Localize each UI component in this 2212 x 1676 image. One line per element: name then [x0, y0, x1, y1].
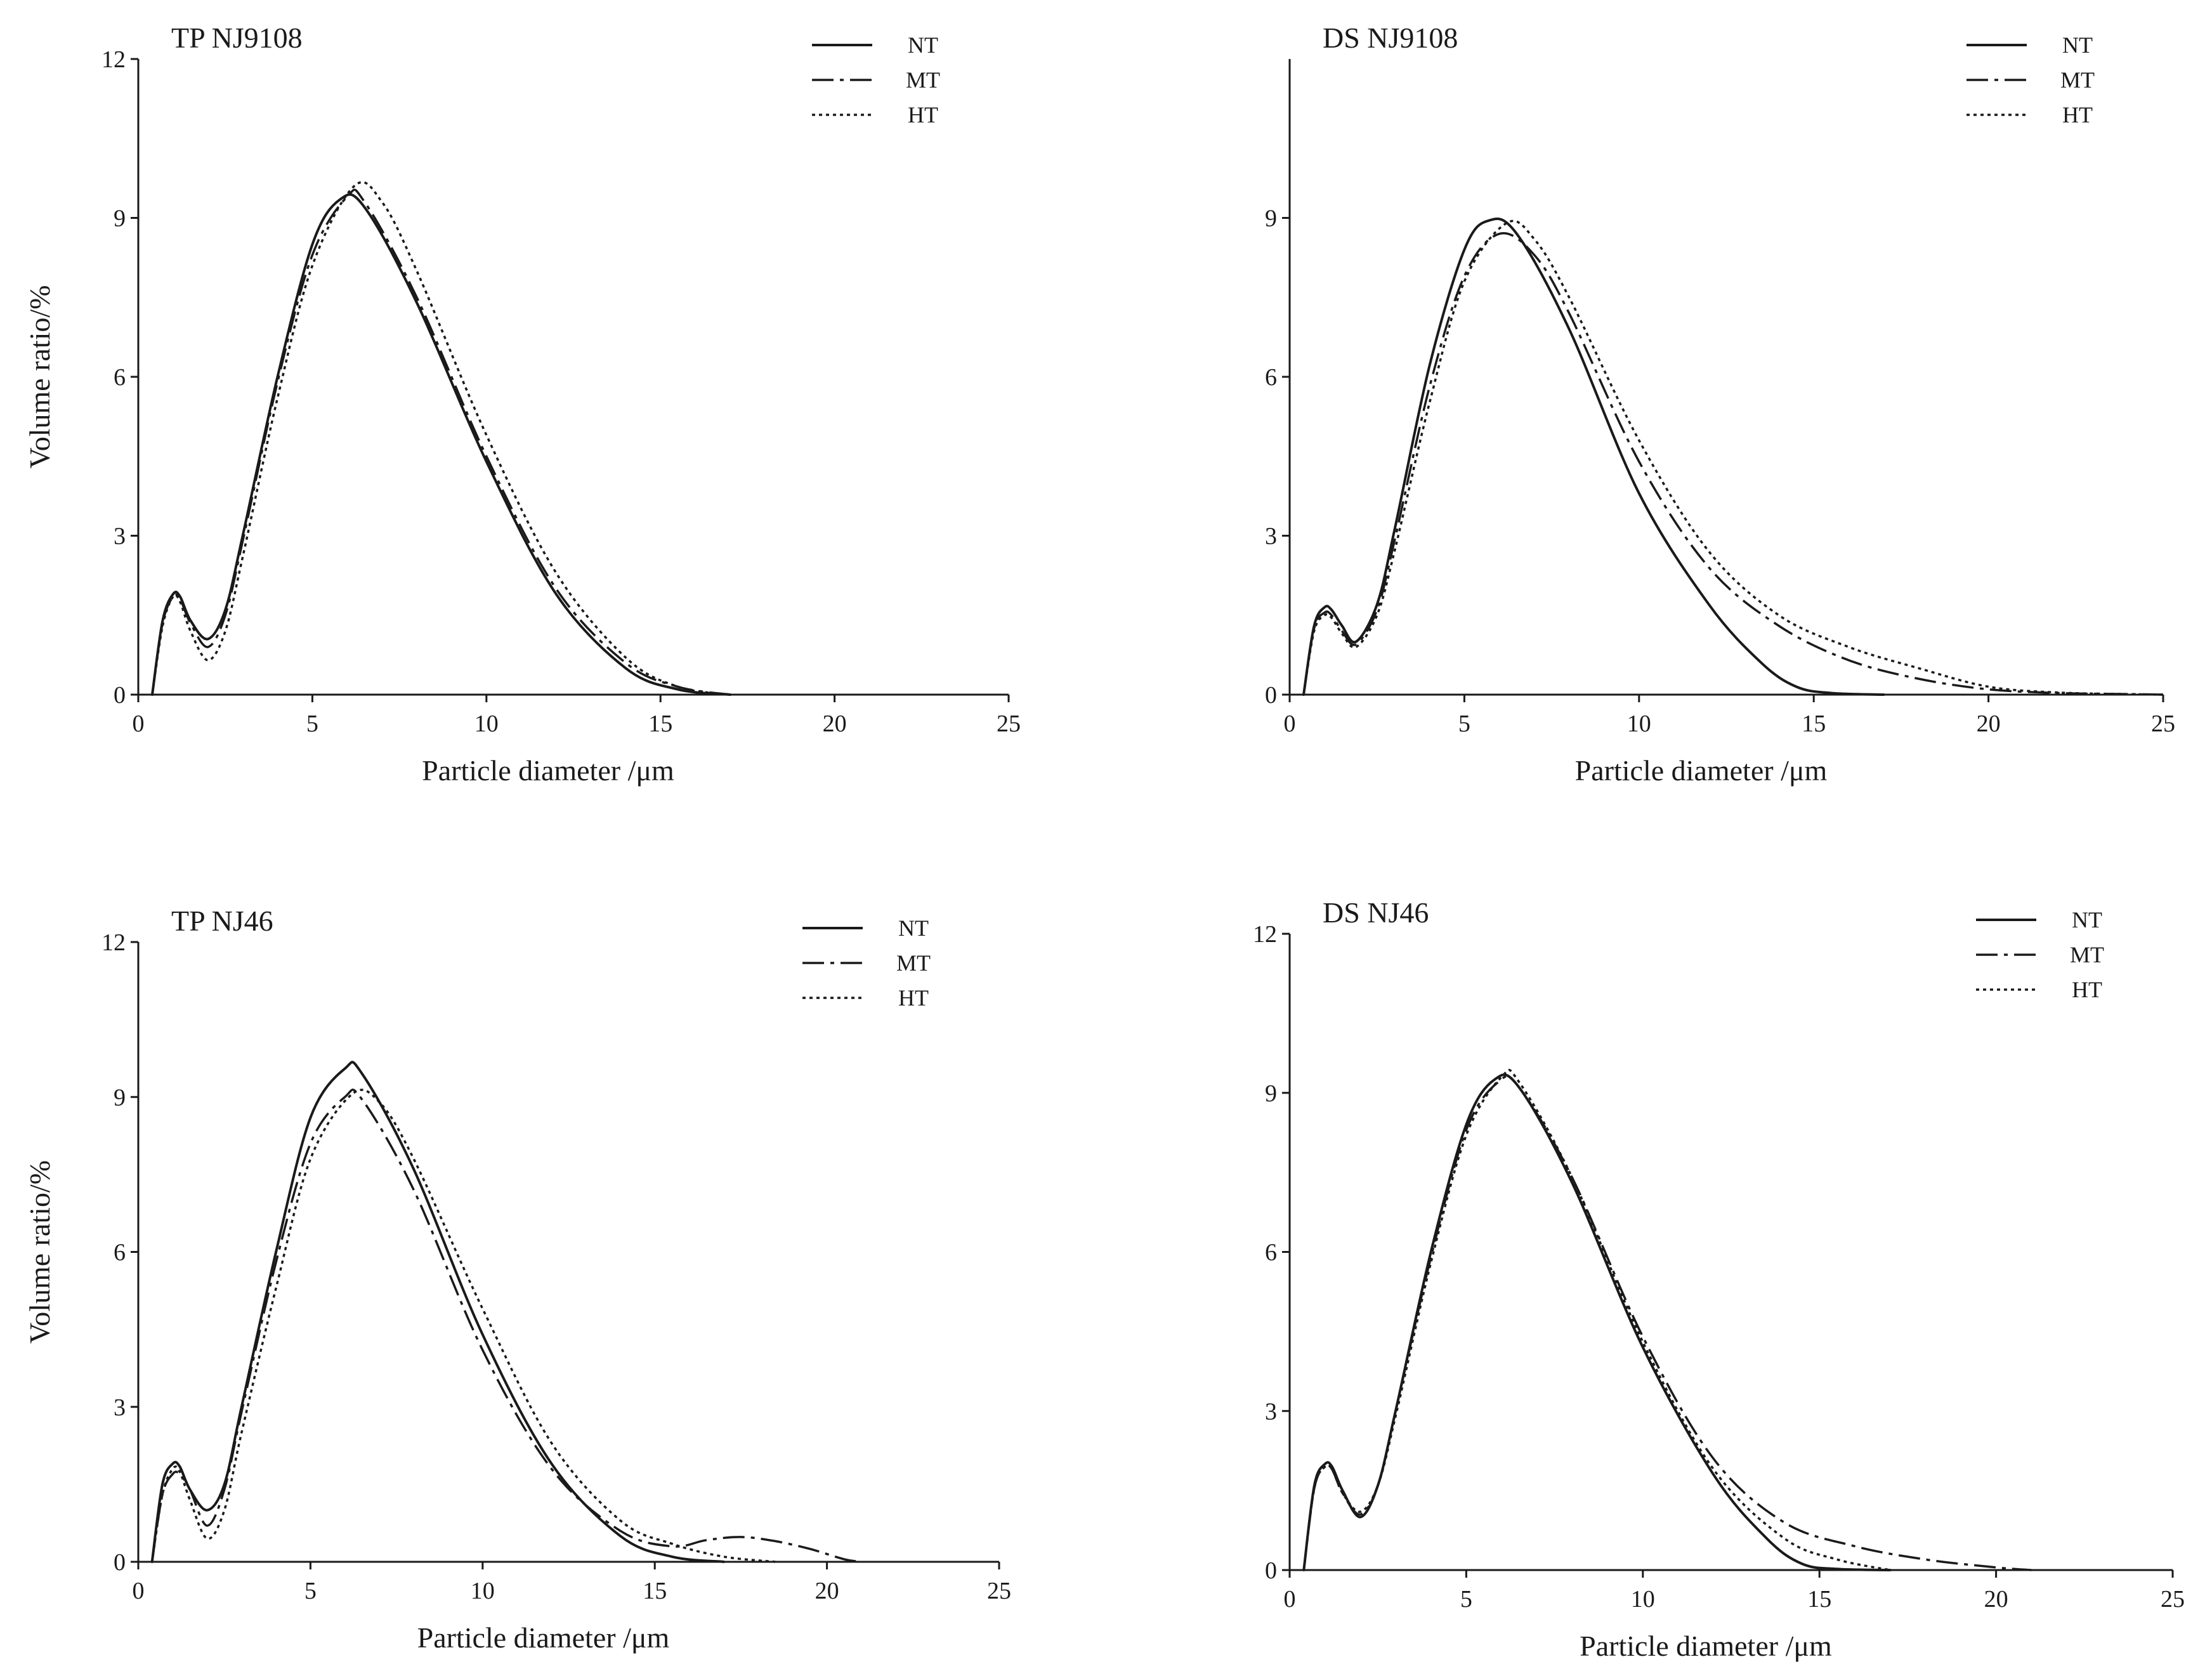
legend-label-mt: MT [2060, 67, 2095, 93]
y-tick-label: 0 [1265, 1557, 1277, 1584]
y-tick-label: 3 [114, 523, 126, 550]
series-line-mt [1302, 1075, 2032, 1571]
x-tick-label: 0 [1284, 1586, 1296, 1613]
y-tick-label: 9 [1265, 1080, 1277, 1107]
series-line-mt [150, 1089, 862, 1563]
y-tick-label: 3 [1265, 523, 1277, 550]
x-tick-label: 25 [987, 1578, 1011, 1604]
panel-title: DS NJ9108 [1323, 22, 1458, 54]
x-tick-label: 25 [2161, 1586, 2185, 1613]
y-tick-label: 9 [1265, 206, 1277, 232]
series-line-ht [151, 181, 731, 696]
series-line-nt [151, 193, 731, 696]
series-line-nt [1302, 217, 1885, 696]
legend-label-nt: NT [2072, 907, 2102, 933]
x-tick-label: 20 [1984, 1586, 2008, 1613]
series-line-mt [151, 188, 731, 696]
x-tick-label: 0 [133, 710, 145, 737]
legend-label-ht: HT [898, 985, 929, 1011]
y-tick-label: 0 [114, 1549, 126, 1576]
legend-label-nt: NT [2062, 32, 2093, 58]
x-tick-label: 25 [997, 710, 1021, 737]
x-tick-label: 5 [304, 1578, 317, 1604]
x-tick-label: 25 [2151, 710, 2175, 737]
y-tick-label: 3 [1265, 1398, 1277, 1425]
x-tick-label: 15 [648, 710, 672, 737]
y-tick-label: 6 [114, 364, 126, 391]
legend-label-nt: NT [908, 32, 938, 58]
y-tick-label: 0 [1265, 682, 1277, 709]
x-tick-label: 10 [1627, 710, 1651, 737]
legend-label-ht: HT [2072, 977, 2102, 1002]
x-axis-label: Particle diameter /μm [417, 1621, 670, 1654]
legend-label-mt: MT [2070, 942, 2104, 967]
y-tick-label: 6 [114, 1240, 126, 1266]
y-tick-label: 9 [114, 1084, 126, 1111]
y-tick-label: 12 [101, 929, 126, 956]
x-tick-label: 10 [474, 710, 499, 737]
x-tick-label: 0 [1284, 710, 1296, 737]
y-tick-label: 0 [114, 682, 126, 709]
chart-panel-1: 0 3 6 9 12 0 5 10 15 20 25 Particle diameter /μm Vol… [23, 22, 1021, 787]
y-tick-label: 3 [114, 1394, 126, 1421]
series-line-ht [1302, 219, 2164, 696]
y-tick-label: 6 [1265, 364, 1277, 391]
x-axis-label: Particle diameter /μm [422, 754, 674, 787]
y-tick-label: 9 [114, 206, 126, 232]
panel-title: DS NJ46 [1323, 896, 1429, 929]
x-axis-label: Particle diameter /μm [1575, 754, 1828, 787]
x-tick-label: 15 [643, 1578, 667, 1604]
x-tick-label: 20 [815, 1578, 839, 1604]
series-line-ht [1302, 1068, 1890, 1571]
panel-title: TP NJ46 [171, 905, 273, 937]
x-tick-label: 10 [1631, 1586, 1655, 1613]
y-tick-label: 12 [101, 46, 126, 73]
x-tick-label: 5 [1460, 1586, 1472, 1613]
series-line-nt [150, 1061, 725, 1563]
x-tick-label: 0 [133, 1578, 145, 1604]
series-line-mt [1302, 232, 2164, 696]
y-axis-label: Volume ratio/% [23, 285, 56, 468]
x-tick-label: 5 [1458, 710, 1470, 737]
x-tick-label: 10 [471, 1578, 495, 1604]
x-tick-label: 15 [1807, 1586, 1831, 1613]
x-axis-label: Particle diameter /μm [1580, 1630, 1832, 1662]
legend-label-mt: MT [896, 950, 931, 976]
x-tick-label: 20 [1977, 710, 2001, 737]
panel-title: TP NJ9108 [171, 22, 303, 54]
x-tick-label: 15 [1802, 710, 1826, 737]
chart-panel-4: 0 3 6 9 12 0 5 10 15 20 25 Particle diameter /μm DS … [1253, 896, 2185, 1662]
chart-panel-2: 0 3 6 9 0 5 10 15 20 25 Particle diameter /μm DS NJ… [1265, 22, 2175, 787]
legend-label-ht: HT [2062, 102, 2093, 128]
legend-label-nt: NT [898, 915, 929, 941]
series-line-nt [1302, 1073, 1892, 1571]
y-tick-label: 12 [1253, 921, 1277, 948]
x-tick-label: 20 [823, 710, 847, 737]
series-line-ht [150, 1089, 776, 1563]
chart-panel-3: 0 3 6 9 12 0 5 10 15 20 25 Particle diameter /μm Vol… [23, 905, 1011, 1654]
legend-label-mt: MT [906, 67, 940, 93]
y-axis-label: Volume ratio/% [23, 1160, 56, 1344]
y-tick-label: 6 [1265, 1240, 1277, 1266]
x-tick-label: 5 [306, 710, 318, 737]
legend-label-ht: HT [908, 102, 938, 128]
